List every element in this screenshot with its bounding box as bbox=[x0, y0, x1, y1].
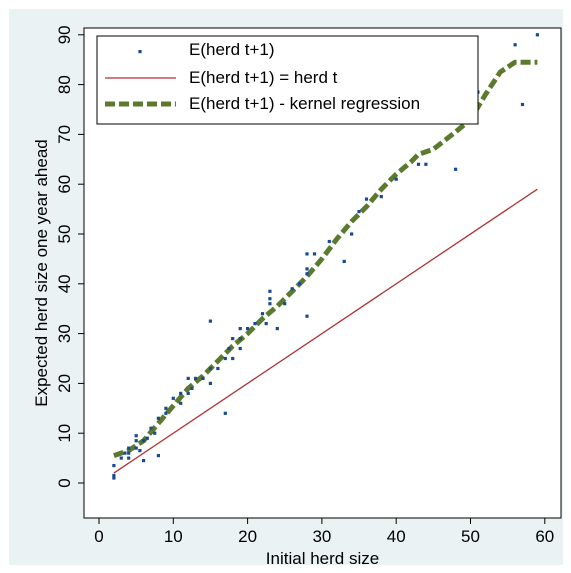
data-point bbox=[268, 289, 272, 293]
data-point bbox=[145, 436, 149, 440]
data-point bbox=[268, 297, 272, 301]
data-point bbox=[208, 366, 212, 371]
axes: 0 10 20 30 40 50 60 0 10 20 30 40 50 60 70 80 90 bbox=[55, 25, 554, 546]
legend-symbol-points bbox=[138, 50, 142, 54]
data-point bbox=[179, 391, 183, 395]
data-point bbox=[194, 376, 198, 380]
data-point bbox=[290, 287, 294, 291]
data-point bbox=[153, 431, 157, 435]
data-point bbox=[123, 451, 127, 455]
data-point bbox=[364, 197, 369, 201]
data-point bbox=[260, 312, 265, 316]
data-point bbox=[253, 322, 257, 326]
data-point bbox=[156, 416, 160, 420]
y-tick-label: 60 bbox=[55, 175, 74, 194]
data-point bbox=[231, 356, 235, 361]
data-point bbox=[134, 439, 138, 443]
data-point bbox=[112, 473, 116, 478]
x-tick-label: 30 bbox=[312, 527, 331, 546]
data-point bbox=[134, 446, 138, 450]
data-point bbox=[112, 464, 116, 468]
data-point bbox=[327, 239, 331, 244]
data-point bbox=[238, 337, 242, 341]
data-point bbox=[283, 302, 287, 306]
data-point bbox=[164, 406, 168, 410]
data-point bbox=[275, 327, 279, 331]
data-point bbox=[231, 337, 235, 341]
data-point bbox=[223, 411, 227, 415]
data-point bbox=[164, 411, 168, 415]
data-point bbox=[454, 167, 458, 171]
chart-frame: 0 10 20 30 40 50 60 0 10 20 30 40 50 60 70 80 90 E(herd … bbox=[9, 9, 563, 565]
data-point bbox=[208, 319, 212, 323]
legend-label-kernel-line: E(herd t+1) - kernel regression bbox=[189, 94, 420, 113]
y-tick-label: 70 bbox=[55, 125, 74, 144]
data-point bbox=[298, 282, 302, 286]
data-point bbox=[305, 267, 309, 271]
data-point bbox=[424, 162, 428, 166]
data-point bbox=[268, 302, 272, 306]
x-tick-label: 20 bbox=[238, 527, 257, 546]
data-point bbox=[127, 446, 131, 450]
y-tick-label: 80 bbox=[55, 75, 74, 94]
data-point bbox=[138, 449, 142, 453]
y-tick-label: 20 bbox=[55, 374, 74, 393]
legend: E(herd t+1) E(herd t+1) = herd t E(herd … bbox=[96, 35, 479, 125]
data-point bbox=[119, 456, 123, 460]
data-point bbox=[142, 439, 146, 443]
identity-line bbox=[113, 188, 538, 474]
data-point bbox=[357, 210, 361, 214]
data-point bbox=[190, 386, 194, 390]
x-axis-title: Initial herd size bbox=[266, 549, 379, 565]
data-point bbox=[171, 396, 175, 400]
y-tick-label: 40 bbox=[55, 274, 74, 293]
y-axis-title: Expected herd size one year ahead bbox=[32, 139, 51, 406]
data-point bbox=[208, 381, 212, 385]
data-point bbox=[142, 459, 146, 463]
data-point bbox=[216, 366, 220, 371]
x-tick-label: 60 bbox=[535, 527, 554, 546]
data-point bbox=[394, 177, 398, 181]
y-tick-label: 50 bbox=[55, 225, 74, 244]
data-point bbox=[305, 252, 309, 256]
data-point bbox=[305, 272, 309, 276]
data-point bbox=[186, 391, 190, 395]
data-point bbox=[186, 376, 190, 380]
x-tick-label: 10 bbox=[164, 527, 183, 546]
x-tick-label: 40 bbox=[387, 527, 406, 546]
legend-label-points: E(herd t+1) bbox=[189, 40, 275, 59]
data-point bbox=[223, 356, 227, 361]
data-point bbox=[379, 195, 383, 199]
data-point bbox=[350, 232, 354, 236]
data-point bbox=[127, 451, 131, 455]
y-tick-label: 10 bbox=[55, 424, 74, 443]
data-point bbox=[535, 33, 539, 37]
data-point bbox=[238, 327, 242, 331]
data-point bbox=[520, 102, 525, 107]
y-tick-label: 30 bbox=[55, 324, 74, 343]
data-point bbox=[342, 259, 346, 263]
scatter-chart: 0 10 20 30 40 50 60 0 10 20 30 40 50 60 70 80 90 E(herd … bbox=[32, 25, 562, 565]
data-point bbox=[305, 314, 309, 318]
data-point bbox=[127, 456, 131, 460]
data-point bbox=[134, 434, 138, 438]
x-tick-label: 50 bbox=[461, 527, 480, 546]
data-point bbox=[149, 426, 153, 430]
data-point bbox=[227, 346, 231, 351]
data-point bbox=[156, 454, 160, 458]
data-point bbox=[179, 401, 183, 405]
data-point bbox=[246, 327, 250, 331]
x-tick-label: 0 bbox=[94, 527, 103, 546]
y-tick-label: 0 bbox=[55, 478, 74, 487]
legend-box bbox=[96, 35, 479, 125]
data-point bbox=[312, 252, 317, 256]
data-point bbox=[112, 476, 116, 480]
data-point bbox=[201, 376, 205, 380]
data-point bbox=[513, 43, 517, 47]
y-tick-label: 90 bbox=[55, 25, 74, 44]
data-point bbox=[264, 322, 268, 326]
data-point bbox=[238, 346, 242, 351]
data-point bbox=[416, 162, 421, 166]
legend-label-identity-line: E(herd t+1) = herd t bbox=[189, 68, 338, 87]
